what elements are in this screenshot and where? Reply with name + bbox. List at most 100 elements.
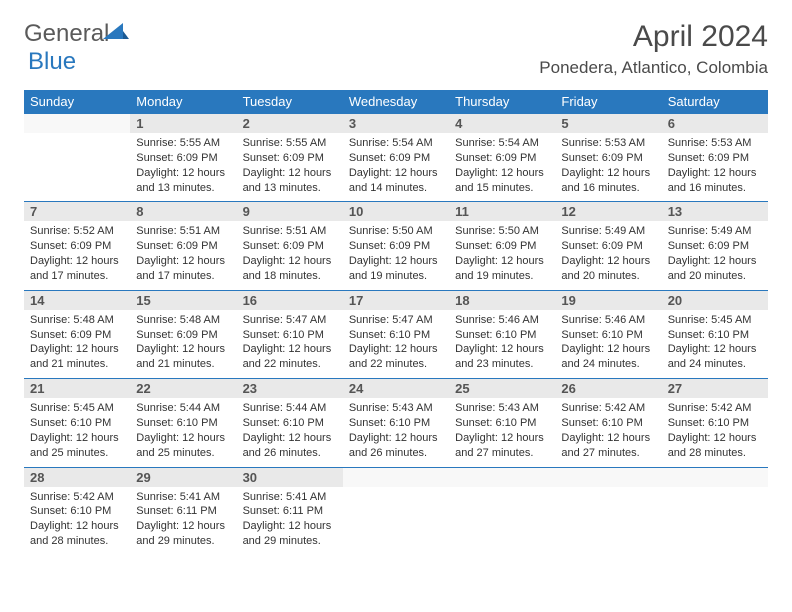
daylight-text-1: Daylight: 12 hours: [455, 431, 549, 446]
sunset-text: Sunset: 6:09 PM: [243, 151, 337, 166]
day-number: 13: [662, 202, 768, 222]
day-number: [449, 467, 555, 487]
sunset-text: Sunset: 6:10 PM: [455, 416, 549, 431]
daylight-text-2: and 14 minutes.: [349, 181, 443, 196]
day-cell: Sunrise: 5:50 AMSunset: 6:09 PMDaylight:…: [343, 221, 449, 290]
day-number: 28: [24, 467, 130, 487]
daylight-text-1: Daylight: 12 hours: [243, 519, 337, 534]
sunset-text: Sunset: 6:10 PM: [561, 328, 655, 343]
sunset-text: Sunset: 6:09 PM: [455, 239, 549, 254]
daylight-text-1: Daylight: 12 hours: [349, 166, 443, 181]
day-cell: Sunrise: 5:46 AMSunset: 6:10 PMDaylight:…: [449, 310, 555, 379]
sunset-text: Sunset: 6:09 PM: [349, 239, 443, 254]
daylight-text-1: Daylight: 12 hours: [668, 254, 762, 269]
day-cell: Sunrise: 5:52 AMSunset: 6:09 PMDaylight:…: [24, 221, 130, 290]
sunrise-text: Sunrise: 5:49 AM: [668, 224, 762, 239]
day-cell: Sunrise: 5:48 AMSunset: 6:09 PMDaylight:…: [130, 310, 236, 379]
daylight-text-1: Daylight: 12 hours: [561, 254, 655, 269]
weekday-header: Tuesday: [237, 90, 343, 114]
daylight-text-2: and 25 minutes.: [136, 446, 230, 461]
day-number: 26: [555, 379, 661, 399]
daylight-text-2: and 16 minutes.: [561, 181, 655, 196]
sunrise-text: Sunrise: 5:45 AM: [30, 401, 124, 416]
daylight-text-2: and 24 minutes.: [668, 357, 762, 372]
daylight-text-2: and 26 minutes.: [243, 446, 337, 461]
day-cell: [343, 487, 449, 555]
daylight-text-1: Daylight: 12 hours: [561, 166, 655, 181]
daylight-text-2: and 16 minutes.: [668, 181, 762, 196]
day-cell: Sunrise: 5:55 AMSunset: 6:09 PMDaylight:…: [130, 133, 236, 202]
sunset-text: Sunset: 6:09 PM: [668, 239, 762, 254]
daylight-text-2: and 21 minutes.: [136, 357, 230, 372]
day-cell: Sunrise: 5:45 AMSunset: 6:10 PMDaylight:…: [662, 310, 768, 379]
day-body-row: Sunrise: 5:42 AMSunset: 6:10 PMDaylight:…: [24, 487, 768, 555]
day-number: 14: [24, 290, 130, 310]
sunset-text: Sunset: 6:09 PM: [136, 151, 230, 166]
day-cell: [555, 487, 661, 555]
daylight-text-1: Daylight: 12 hours: [455, 342, 549, 357]
sunset-text: Sunset: 6:09 PM: [561, 151, 655, 166]
daylight-text-1: Daylight: 12 hours: [668, 342, 762, 357]
day-body-row: Sunrise: 5:45 AMSunset: 6:10 PMDaylight:…: [24, 398, 768, 467]
header: General April 2024 Ponedera, Atlantico, …: [24, 20, 768, 78]
weekday-header: Thursday: [449, 90, 555, 114]
day-number: 16: [237, 290, 343, 310]
sunset-text: Sunset: 6:09 PM: [455, 151, 549, 166]
sunset-text: Sunset: 6:11 PM: [243, 504, 337, 519]
sunrise-text: Sunrise: 5:50 AM: [349, 224, 443, 239]
day-number: 11: [449, 202, 555, 222]
sunrise-text: Sunrise: 5:44 AM: [243, 401, 337, 416]
daylight-text-2: and 17 minutes.: [136, 269, 230, 284]
day-number: 25: [449, 379, 555, 399]
day-cell: Sunrise: 5:54 AMSunset: 6:09 PMDaylight:…: [449, 133, 555, 202]
daylight-text-1: Daylight: 12 hours: [349, 342, 443, 357]
sunrise-text: Sunrise: 5:44 AM: [136, 401, 230, 416]
sunrise-text: Sunrise: 5:42 AM: [561, 401, 655, 416]
day-body-row: Sunrise: 5:52 AMSunset: 6:09 PMDaylight:…: [24, 221, 768, 290]
day-cell: Sunrise: 5:44 AMSunset: 6:10 PMDaylight:…: [237, 398, 343, 467]
day-cell: [24, 133, 130, 202]
daylight-text-2: and 28 minutes.: [668, 446, 762, 461]
daylight-text-2: and 22 minutes.: [243, 357, 337, 372]
day-number: 1: [130, 114, 236, 134]
day-number: 10: [343, 202, 449, 222]
day-number: 17: [343, 290, 449, 310]
day-cell: Sunrise: 5:41 AMSunset: 6:11 PMDaylight:…: [130, 487, 236, 555]
sunrise-text: Sunrise: 5:53 AM: [561, 136, 655, 151]
day-cell: Sunrise: 5:53 AMSunset: 6:09 PMDaylight:…: [555, 133, 661, 202]
sunset-text: Sunset: 6:09 PM: [668, 151, 762, 166]
daylight-text-1: Daylight: 12 hours: [349, 431, 443, 446]
location: Ponedera, Atlantico, Colombia: [539, 58, 768, 78]
day-cell: Sunrise: 5:42 AMSunset: 6:10 PMDaylight:…: [24, 487, 130, 555]
daylight-text-2: and 20 minutes.: [561, 269, 655, 284]
day-number-row: 282930: [24, 467, 768, 487]
day-number: 9: [237, 202, 343, 222]
weekday-header-row: Sunday Monday Tuesday Wednesday Thursday…: [24, 90, 768, 114]
sunrise-text: Sunrise: 5:51 AM: [243, 224, 337, 239]
daylight-text-1: Daylight: 12 hours: [136, 519, 230, 534]
daylight-text-2: and 28 minutes.: [30, 534, 124, 549]
daylight-text-1: Daylight: 12 hours: [30, 431, 124, 446]
day-number: 27: [662, 379, 768, 399]
weekday-header: Sunday: [24, 90, 130, 114]
sunset-text: Sunset: 6:10 PM: [455, 328, 549, 343]
sunset-text: Sunset: 6:11 PM: [136, 504, 230, 519]
day-cell: [662, 487, 768, 555]
daylight-text-2: and 29 minutes.: [243, 534, 337, 549]
daylight-text-1: Daylight: 12 hours: [455, 166, 549, 181]
sunrise-text: Sunrise: 5:41 AM: [136, 490, 230, 505]
daylight-text-1: Daylight: 12 hours: [455, 254, 549, 269]
sunrise-text: Sunrise: 5:55 AM: [243, 136, 337, 151]
day-cell: Sunrise: 5:54 AMSunset: 6:09 PMDaylight:…: [343, 133, 449, 202]
daylight-text-2: and 29 minutes.: [136, 534, 230, 549]
sunrise-text: Sunrise: 5:51 AM: [136, 224, 230, 239]
daylight-text-1: Daylight: 12 hours: [136, 166, 230, 181]
daylight-text-1: Daylight: 12 hours: [561, 342, 655, 357]
sunset-text: Sunset: 6:10 PM: [243, 328, 337, 343]
day-cell: Sunrise: 5:53 AMSunset: 6:09 PMDaylight:…: [662, 133, 768, 202]
weekday-header: Saturday: [662, 90, 768, 114]
day-number: 22: [130, 379, 236, 399]
sunrise-text: Sunrise: 5:47 AM: [349, 313, 443, 328]
day-number: 15: [130, 290, 236, 310]
sunset-text: Sunset: 6:09 PM: [136, 239, 230, 254]
